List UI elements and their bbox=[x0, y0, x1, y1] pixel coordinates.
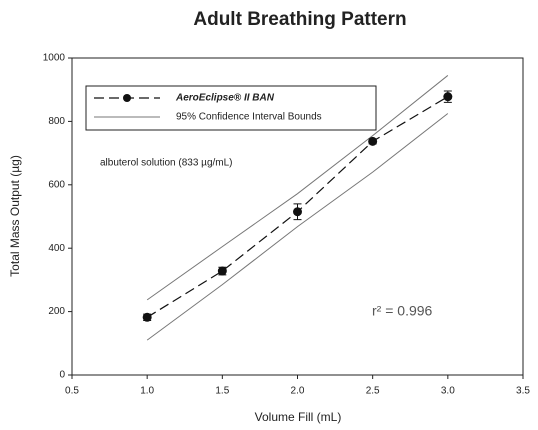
legend-label: 95% Confidence Interval Bounds bbox=[176, 112, 322, 123]
point bbox=[443, 92, 453, 102]
point bbox=[142, 312, 152, 322]
annotation: albuterol solution (833 µg/mL) bbox=[100, 158, 233, 169]
x-tick-label: 2.0 bbox=[291, 386, 305, 397]
y-tick-label: 800 bbox=[48, 116, 65, 127]
x-tick-label: 2.5 bbox=[366, 386, 380, 397]
x-tick-label: 0.5 bbox=[65, 386, 79, 397]
confidence-bound bbox=[146, 75, 449, 301]
confidence-bound bbox=[146, 113, 449, 341]
x-axis-label: Volume Fill (mL) bbox=[255, 410, 342, 424]
chart-title: Adult Breathing Pattern bbox=[193, 9, 406, 30]
legend bbox=[85, 85, 377, 131]
y-tick-label: 0 bbox=[59, 370, 65, 381]
point bbox=[217, 266, 227, 276]
x-tick-label: 3.5 bbox=[516, 386, 530, 397]
point bbox=[293, 207, 302, 217]
y-tick-label: 200 bbox=[48, 306, 65, 317]
legend-marker bbox=[123, 94, 131, 102]
legend-label: AeroEclipse® II BAN bbox=[175, 93, 275, 104]
x-tick-label: 1.5 bbox=[215, 386, 229, 397]
x-tick-label: 3.0 bbox=[441, 386, 455, 397]
annotation: r² = 0.996 bbox=[372, 303, 433, 319]
x-tick-label: 1.0 bbox=[140, 386, 154, 397]
y-tick-label: 600 bbox=[48, 179, 65, 190]
y-tick-label: 1000 bbox=[43, 53, 66, 64]
point bbox=[368, 136, 378, 146]
y-axis-label: Total Mass Output (µg) bbox=[8, 155, 22, 277]
y-tick-label: 400 bbox=[48, 243, 65, 254]
